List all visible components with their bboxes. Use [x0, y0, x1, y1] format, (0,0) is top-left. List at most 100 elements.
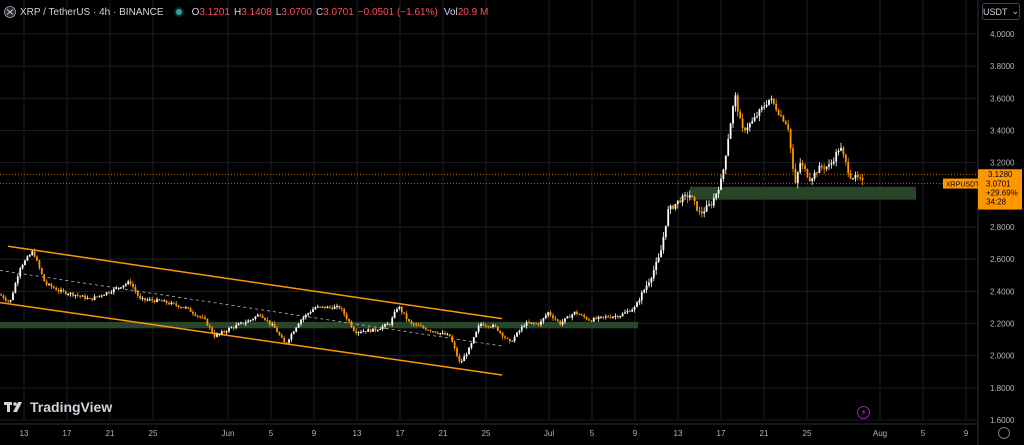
- candle-body: [782, 115, 785, 122]
- candle-body: [508, 338, 511, 342]
- candle-body: [672, 205, 674, 209]
- candle-body: [132, 283, 134, 287]
- candle-body: [446, 334, 449, 336]
- symbol-title[interactable]: XRP / TetherUS · 4h · BINANCE: [20, 6, 164, 18]
- candle-body: [410, 321, 413, 324]
- candle-body: [472, 337, 475, 344]
- candle-body: [612, 316, 614, 318]
- candle-body: [400, 306, 403, 313]
- price-tick-label: 2.2000: [990, 320, 1015, 329]
- candle-body: [69, 292, 72, 295]
- candle-body: [482, 323, 485, 326]
- candle-body: [276, 327, 278, 333]
- candle-body: [698, 210, 701, 212]
- candle-body: [448, 334, 451, 337]
- countdown-text: 34:28: [986, 198, 1007, 207]
- candle-body: [336, 305, 338, 307]
- candle-body: [180, 307, 182, 309]
- candle-body: [304, 314, 307, 318]
- candle-body: [650, 278, 653, 283]
- candle-body: [820, 165, 823, 168]
- candle-body: [0, 294, 2, 296]
- change-value: −0.0501 (−1.61%): [357, 6, 438, 18]
- tradingview-watermark[interactable]: TradingView: [4, 399, 112, 415]
- candle-body: [312, 309, 314, 312]
- candle-body: [477, 325, 480, 332]
- candle-body: [681, 195, 684, 203]
- candle-body: [424, 327, 427, 330]
- candle-body: [146, 299, 149, 301]
- candle-body: [328, 306, 331, 308]
- candle-body: [367, 329, 370, 332]
- candle-body: [14, 283, 17, 293]
- candle-body: [374, 328, 377, 331]
- currency-unit-dropdown[interactable]: USDT ⌄: [982, 3, 1020, 20]
- candle-body: [403, 312, 406, 314]
- candle-body: [794, 168, 797, 183]
- candle-body: [12, 292, 14, 300]
- candle-body: [420, 325, 422, 327]
- price-tick-label: 3.4000: [990, 127, 1015, 136]
- candle-body: [129, 281, 132, 284]
- candle-body: [840, 147, 842, 151]
- time-tick-label: 9: [964, 429, 969, 438]
- candle-body: [326, 306, 329, 309]
- candle-body: [429, 330, 432, 332]
- candle-body: [660, 250, 662, 258]
- candle-body: [554, 318, 557, 320]
- candle-body: [105, 292, 108, 295]
- settings-icon[interactable]: [998, 427, 1010, 439]
- candle-body: [196, 315, 199, 317]
- candle-body: [384, 324, 386, 327]
- candle-body: [177, 305, 180, 308]
- candle-body: [369, 329, 372, 332]
- candle-body: [844, 154, 847, 162]
- candle-body: [170, 302, 173, 305]
- last-price-text: 3.0701: [986, 180, 1011, 189]
- candle-body: [127, 281, 130, 284]
- candle-body: [52, 286, 55, 289]
- candle-body: [343, 309, 346, 315]
- candle-body: [55, 288, 58, 291]
- candle-body: [2, 295, 5, 299]
- candle-body: [777, 110, 780, 116]
- candle-body: [542, 318, 545, 322]
- candle-body: [590, 320, 593, 322]
- candle-body: [787, 124, 790, 130]
- candle-body: [360, 331, 362, 333]
- candle-body: [96, 296, 98, 298]
- candle-body: [648, 282, 650, 286]
- candle-body: [544, 315, 547, 319]
- candle-body: [835, 152, 838, 162]
- candle-body: [621, 313, 624, 317]
- candle-body: [722, 169, 725, 179]
- candle-body: [139, 295, 142, 299]
- candle-body: [98, 295, 101, 297]
- candle-body: [573, 311, 576, 315]
- time-tick-label: 17: [717, 429, 726, 438]
- candle-body: [792, 148, 794, 169]
- candle-body: [278, 332, 281, 335]
- candle-body: [847, 161, 850, 174]
- candle-body: [568, 316, 571, 318]
- candle-body: [208, 325, 211, 328]
- candle-body: [259, 314, 262, 316]
- candle-body: [45, 281, 48, 285]
- candle-body: [439, 333, 442, 335]
- candle-body: [664, 225, 667, 238]
- candle-body: [518, 330, 521, 333]
- support-zone-1: [0, 321, 638, 329]
- price-tick-label: 4.0000: [990, 30, 1015, 39]
- candle-body: [580, 314, 583, 316]
- support-zone-2: [690, 186, 916, 200]
- candle-body: [288, 339, 290, 343]
- candle-body: [780, 115, 782, 117]
- candle-body: [832, 161, 835, 164]
- lightning-icon[interactable]: ⚡: [857, 406, 870, 419]
- candle-body: [492, 324, 494, 327]
- candle-body: [547, 312, 550, 316]
- candle-body: [830, 163, 833, 165]
- candle-body: [652, 270, 655, 279]
- candle-body: [348, 319, 350, 322]
